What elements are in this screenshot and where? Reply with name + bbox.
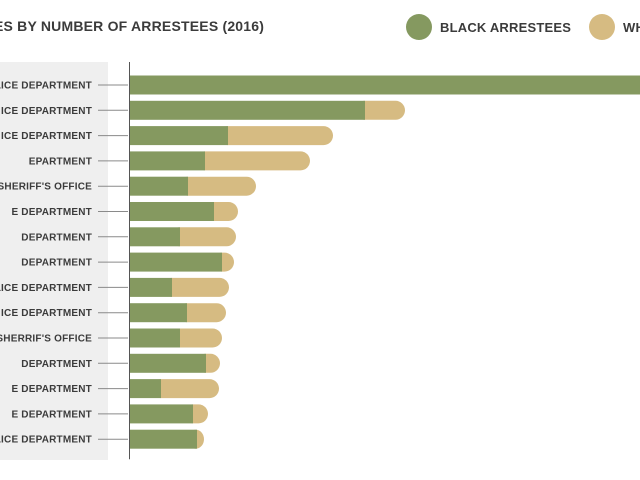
legend-label-black: BLACK ARRESTEES [440, 19, 572, 35]
category-label: LICE DEPARTMENT [0, 435, 92, 446]
bar-black-arrestees [130, 353, 206, 373]
category-label: DEPARTMENT [21, 232, 92, 243]
bar-white-arrestees [355, 100, 405, 120]
category-label: ICE DEPARTMENT [1, 308, 92, 319]
bar-black-arrestees [130, 328, 180, 348]
bar-white-arrestees [170, 328, 222, 348]
bar-black-arrestees [130, 277, 172, 297]
category-label: DEPARTMENT [21, 359, 92, 370]
category-label: ICE DEPARTMENT [1, 131, 92, 142]
bar-black-arrestees [130, 227, 180, 247]
bar-white-arrestees [151, 379, 219, 399]
category-label: ICE DEPARTMENT [1, 106, 92, 117]
legend-swatch-white [589, 14, 615, 40]
category-label: E DEPARTMENT [11, 384, 92, 395]
bar-black-arrestees [130, 379, 161, 399]
legend-label-white: WH [623, 19, 640, 35]
legend-swatch-black [406, 14, 432, 40]
bar-black-arrestees [130, 252, 222, 272]
category-label: E DEPARTMENT [11, 409, 92, 420]
bar-white-arrestees [178, 176, 256, 196]
bar-white-arrestees [177, 303, 226, 323]
bar-white-arrestees [170, 227, 236, 247]
category-label: EPARTMENT [29, 156, 92, 167]
category-label-panel [0, 62, 108, 460]
category-label: Y SHERIFF'S OFFICE [0, 182, 92, 193]
category-label: E DEPARTMENT [11, 207, 92, 218]
category-label: LICE DEPARTMENT [0, 81, 92, 92]
bar-black-arrestees [130, 151, 205, 171]
bar-black-arrestees [130, 75, 640, 95]
legend-item-white-arrestees: WH [589, 14, 640, 40]
category-label: Y SHERRIF'S OFFICE [0, 334, 92, 345]
bar-black-arrestees [130, 303, 187, 323]
bar-black-arrestees [130, 100, 365, 120]
bar-white-arrestees [218, 126, 333, 146]
bar-black-arrestees [130, 429, 197, 449]
bar-black-arrestees [130, 126, 228, 146]
chart-title: ES BY NUMBER OF ARRESTEES (2016) [0, 18, 265, 34]
bar-black-arrestees [130, 404, 193, 424]
bar-white-arrestees [162, 277, 229, 297]
bar-white-arrestees [195, 151, 310, 171]
legend-item-black-arrestees: BLACK ARRESTEES [406, 14, 571, 40]
bar-black-arrestees [130, 202, 214, 221]
category-label: DEPARTMENT [21, 258, 92, 269]
category-label: LICE DEPARTMENT [0, 283, 92, 294]
bar-black-arrestees [130, 176, 188, 196]
